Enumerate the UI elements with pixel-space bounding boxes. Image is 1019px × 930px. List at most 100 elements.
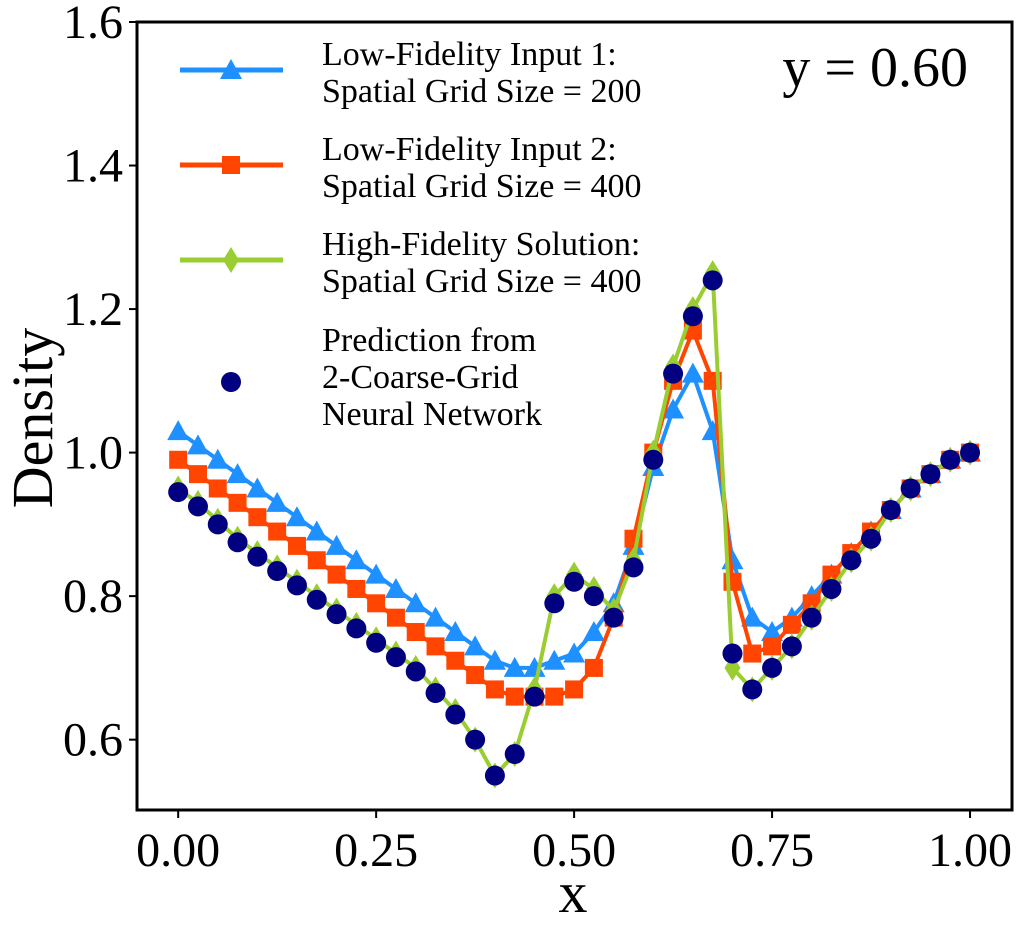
marker bbox=[208, 479, 227, 498]
series bbox=[168, 270, 981, 786]
marker bbox=[168, 482, 189, 503]
marker bbox=[761, 621, 784, 642]
marker bbox=[663, 363, 684, 384]
legend-label: High-Fidelity Solution: Spatial Grid Siz… bbox=[322, 226, 642, 300]
marker bbox=[226, 463, 249, 484]
marker bbox=[763, 637, 782, 656]
marker bbox=[524, 686, 545, 707]
y-tick-label: 1.6 bbox=[63, 0, 123, 49]
marker bbox=[406, 623, 425, 642]
y-tick-label: 0.8 bbox=[63, 570, 123, 623]
plot-frame bbox=[135, 20, 1014, 812]
marker bbox=[327, 565, 346, 584]
marker bbox=[504, 744, 525, 765]
marker bbox=[404, 592, 427, 613]
marker bbox=[505, 687, 524, 706]
marker bbox=[484, 765, 505, 786]
y-axis-label: Density bbox=[0, 328, 65, 508]
marker bbox=[741, 606, 764, 627]
marker bbox=[425, 683, 446, 704]
marker bbox=[464, 635, 487, 656]
marker bbox=[207, 514, 228, 535]
marker bbox=[702, 270, 723, 291]
legend-label: Low-Fidelity Input 2: Spatial Grid Size … bbox=[322, 131, 642, 205]
marker bbox=[743, 644, 762, 663]
marker bbox=[347, 579, 366, 598]
x-tick-label: 1.00 bbox=[928, 824, 1012, 877]
marker bbox=[920, 464, 941, 485]
marker bbox=[266, 491, 289, 512]
marker bbox=[722, 643, 743, 664]
marker bbox=[221, 372, 241, 392]
legend-label: Low-Fidelity Input 1: Spatial Grid Size … bbox=[322, 36, 642, 110]
annotation: y = 0.60 bbox=[782, 37, 968, 99]
marker bbox=[444, 621, 467, 642]
marker bbox=[662, 398, 685, 419]
x-tick-label: 0.25 bbox=[334, 824, 418, 877]
marker bbox=[545, 687, 564, 706]
marker bbox=[246, 477, 269, 498]
marker bbox=[206, 448, 229, 469]
marker bbox=[782, 615, 801, 634]
marker bbox=[188, 465, 207, 484]
marker bbox=[940, 449, 961, 470]
marker bbox=[563, 642, 586, 663]
marker bbox=[742, 679, 763, 700]
marker bbox=[220, 59, 242, 79]
marker bbox=[781, 636, 802, 657]
marker bbox=[583, 586, 604, 607]
marker bbox=[386, 608, 405, 627]
marker bbox=[187, 496, 208, 517]
y-tick-label: 0.6 bbox=[63, 714, 123, 767]
marker bbox=[503, 656, 526, 677]
marker bbox=[285, 506, 308, 527]
marker bbox=[762, 657, 783, 678]
marker bbox=[228, 493, 247, 512]
marker bbox=[424, 606, 447, 627]
x-tick-label: 0.00 bbox=[136, 824, 220, 877]
marker bbox=[248, 508, 267, 527]
marker bbox=[366, 632, 387, 653]
marker bbox=[306, 589, 327, 610]
marker bbox=[307, 551, 326, 570]
marker bbox=[682, 306, 703, 327]
marker bbox=[426, 637, 445, 656]
marker bbox=[365, 563, 388, 584]
marker bbox=[227, 532, 248, 553]
x-axis-label: x bbox=[559, 860, 588, 925]
marker bbox=[169, 450, 188, 469]
marker bbox=[345, 549, 368, 570]
marker bbox=[861, 528, 882, 549]
marker bbox=[367, 594, 386, 613]
marker bbox=[384, 577, 407, 598]
marker bbox=[465, 729, 486, 750]
marker bbox=[305, 520, 328, 541]
marker bbox=[821, 578, 842, 599]
marker bbox=[564, 571, 585, 592]
marker bbox=[405, 661, 426, 682]
x-tick-label: 0.75 bbox=[730, 824, 814, 877]
marker bbox=[325, 534, 348, 555]
marker bbox=[445, 704, 466, 725]
y-tick-label: 1.2 bbox=[63, 283, 123, 336]
marker bbox=[287, 536, 306, 555]
marker bbox=[880, 500, 901, 521]
x-tick-label: 0.50 bbox=[532, 824, 616, 877]
marker bbox=[267, 561, 288, 582]
marker bbox=[681, 362, 704, 383]
marker bbox=[385, 647, 406, 668]
marker bbox=[326, 604, 347, 625]
marker bbox=[485, 680, 504, 699]
marker bbox=[346, 618, 367, 639]
marker bbox=[543, 649, 566, 670]
marker bbox=[603, 607, 624, 628]
marker bbox=[900, 478, 921, 499]
marker bbox=[960, 442, 981, 463]
marker bbox=[223, 247, 239, 273]
marker bbox=[584, 658, 603, 677]
marker bbox=[565, 680, 584, 699]
marker bbox=[801, 607, 822, 628]
y-tick-label: 1.4 bbox=[63, 140, 123, 193]
marker bbox=[643, 449, 664, 470]
